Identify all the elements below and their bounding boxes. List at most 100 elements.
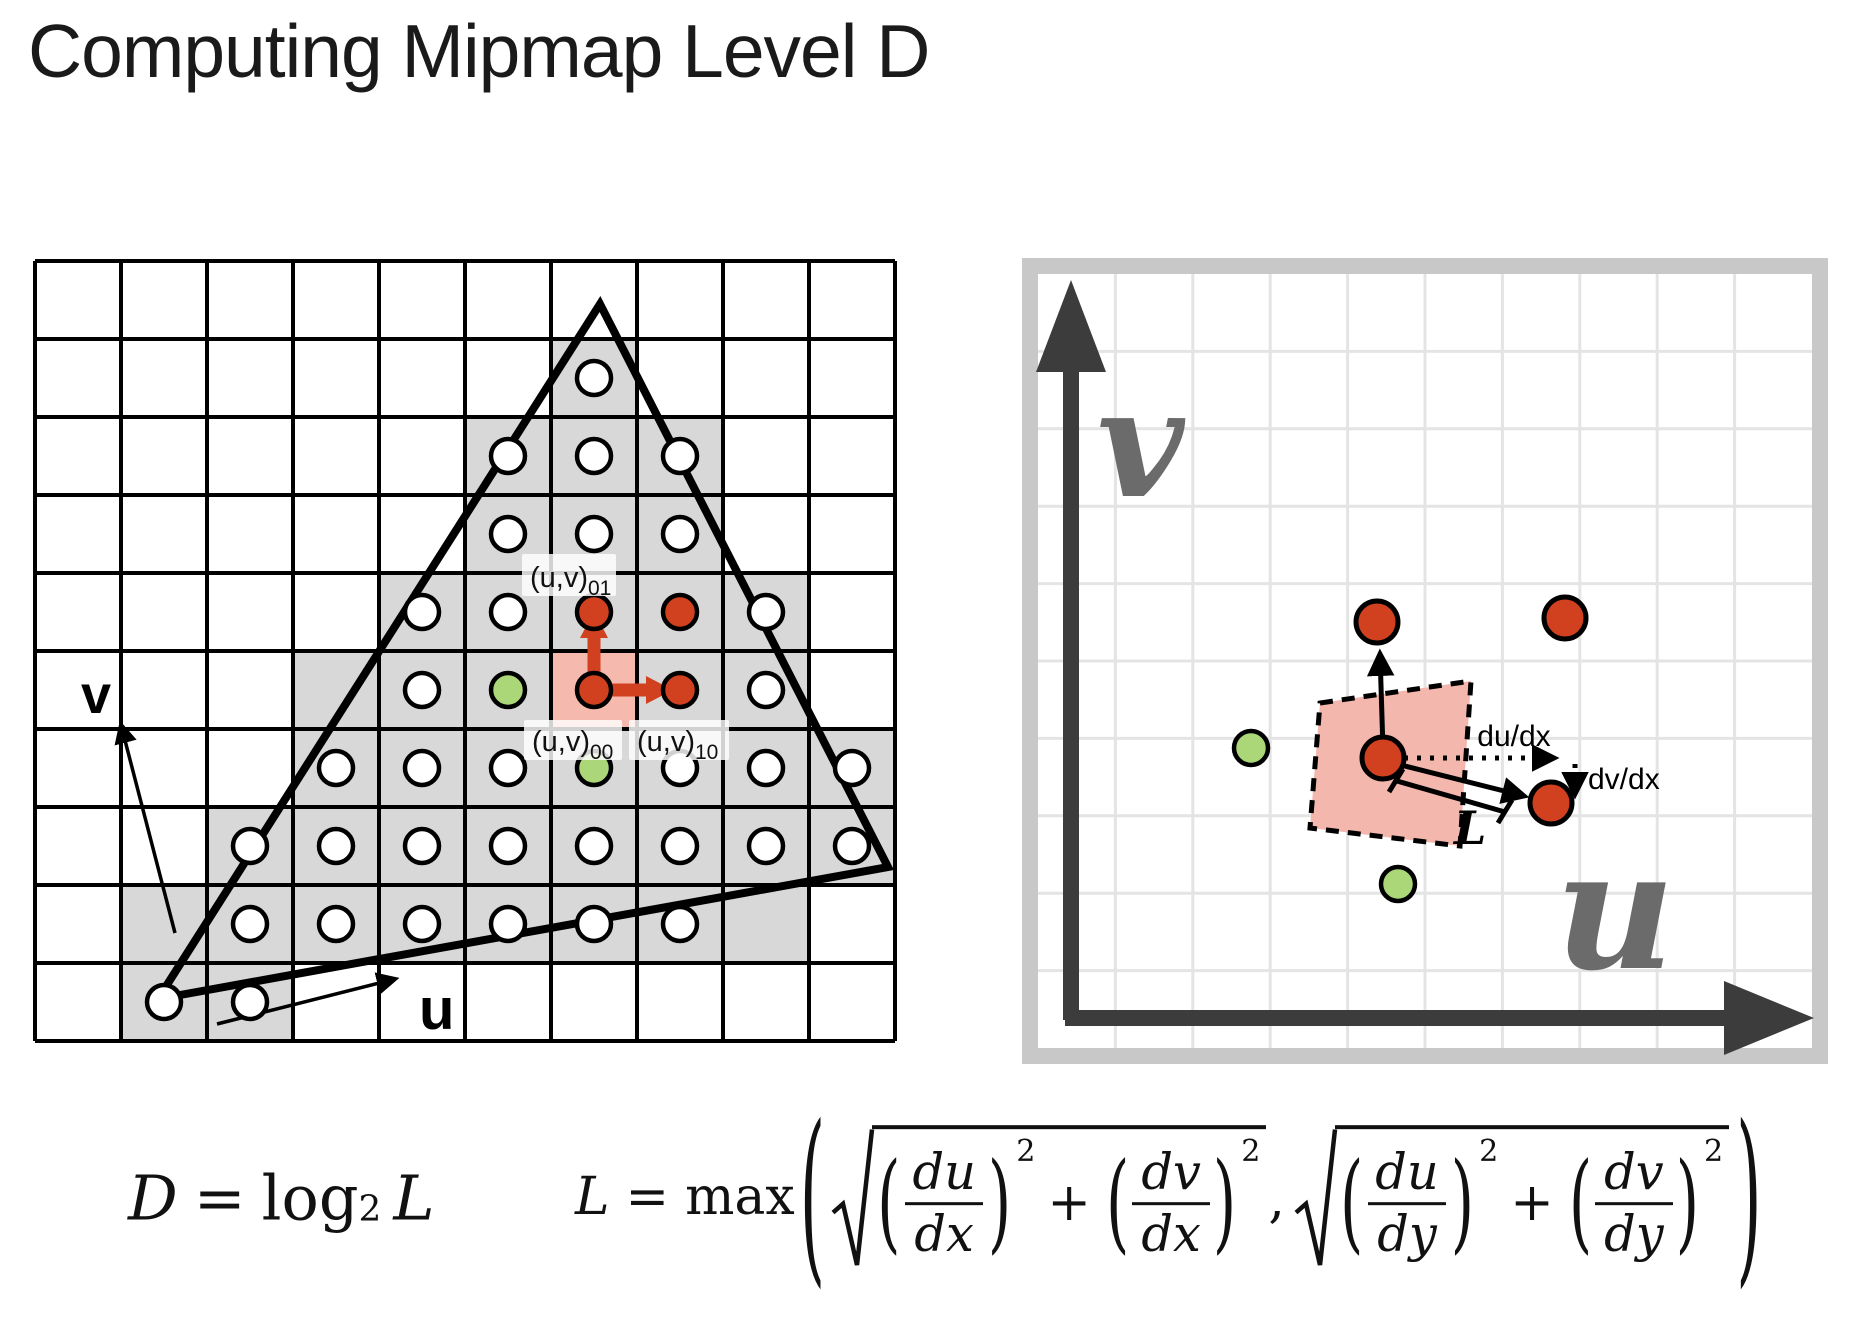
radicand: ( du dy ) 2 + ( dv dy xyxy=(1334,1124,1730,1271)
white-sample-dot xyxy=(488,436,528,476)
white-sample-dot xyxy=(144,982,184,1022)
u-axis-head xyxy=(1724,981,1814,1055)
red-texel-dot xyxy=(1541,594,1589,642)
paren: ) xyxy=(1450,1140,1475,1267)
white-sample-dot xyxy=(746,670,786,710)
white-sample-dot xyxy=(574,826,614,866)
white-sample-dot xyxy=(488,592,528,632)
uv-labels: (u,v)01 (u,v)00 (u,v)10 xyxy=(522,554,729,764)
red-sample-dot xyxy=(660,592,700,632)
red-sample-dot xyxy=(660,670,700,710)
green-texel-dot xyxy=(1378,864,1418,904)
radicand: ( du dx ) 2 + ( dv dx xyxy=(872,1124,1267,1271)
close-paren: ) xyxy=(1736,1088,1762,1307)
white-sample-dot xyxy=(660,826,700,866)
white-sample-dot xyxy=(316,748,356,788)
radical-sign xyxy=(832,1125,872,1271)
log-base: 2 xyxy=(358,1187,382,1229)
uv00-label-box xyxy=(524,720,622,760)
comma: , xyxy=(1268,1170,1285,1231)
white-sample-dot xyxy=(316,826,356,866)
texel-dots xyxy=(1231,594,1589,904)
denominator: dx xyxy=(905,1202,983,1264)
exponent: 2 xyxy=(1241,1134,1261,1169)
pixel-grid-lines xyxy=(33,259,897,1043)
plus-sign: + xyxy=(1510,1173,1554,1234)
u-axis-label: u xyxy=(419,977,454,1042)
term-dvdy: ( dv dy ) 2 xyxy=(1566,1134,1723,1267)
derivative-labels: du/dx dv/dx L xyxy=(1452,720,1660,855)
uv10-label-box xyxy=(629,720,729,760)
max-fn: max xyxy=(685,1167,795,1228)
uv00-label: (u,v)00 xyxy=(532,726,613,764)
uv01-label: (u,v)01 xyxy=(530,562,611,600)
mip-level-formula: D = log 2 L xyxy=(128,1161,435,1234)
formula-L: L xyxy=(575,1167,610,1228)
formula-D: D xyxy=(128,1161,178,1234)
sqrt-term-y: ( du dy ) 2 + ( dv dy xyxy=(1295,1124,1730,1271)
arrow-to-uv10 xyxy=(1388,759,1530,804)
white-sample-dot xyxy=(316,904,356,944)
numerator: du xyxy=(1375,1142,1439,1201)
green-texel-dot xyxy=(1231,728,1271,768)
radical-sign xyxy=(1295,1125,1335,1271)
white-sample-dot xyxy=(402,904,442,944)
paren: ) xyxy=(987,1140,1012,1267)
plus-sign: + xyxy=(1047,1173,1091,1234)
L-label: L xyxy=(1452,801,1486,855)
white-sample-dot xyxy=(230,826,270,866)
footprint-length-formula: L = max ( ( du dx ) 2 xyxy=(575,1089,1767,1307)
dvdx-label: dv/dx xyxy=(1588,763,1660,796)
denominator: dy xyxy=(1368,1202,1446,1264)
white-sample-dot xyxy=(402,826,442,866)
white-sample-dot xyxy=(488,514,528,554)
arrow-to-uv01 xyxy=(1366,648,1395,751)
paren: ( xyxy=(877,1140,901,1267)
red-texel-dot xyxy=(1353,598,1401,646)
paren: ( xyxy=(1568,1140,1593,1267)
texture-space-diagram: v u du/dx dv/dx L xyxy=(1022,258,1828,1064)
red-sample-dot xyxy=(574,670,614,710)
white-sample-dot xyxy=(230,982,270,1022)
numerator: du xyxy=(912,1142,976,1201)
red-sample-dot xyxy=(574,592,614,632)
fraction-dvdy: dv dy xyxy=(1595,1143,1673,1265)
white-sample-dot xyxy=(574,904,614,944)
sample-dots xyxy=(144,358,872,1022)
exponent: 2 xyxy=(1016,1134,1036,1169)
white-sample-dot xyxy=(230,904,270,944)
denominator: dx xyxy=(1132,1202,1210,1264)
slide-title: Computing Mipmap Level D xyxy=(28,9,930,93)
screen-space-diagram: v u (u,v)01 (u,v)00 (u,v)10 xyxy=(33,259,897,1043)
L-tick-end xyxy=(1495,798,1515,825)
white-sample-dot xyxy=(574,514,614,554)
du-arrow-head xyxy=(646,676,673,704)
v-axis-head xyxy=(1036,280,1106,372)
dudx-label: du/dx xyxy=(1477,720,1550,753)
derivative-arrows xyxy=(1366,648,1589,825)
equals-sign: = xyxy=(193,1161,246,1234)
uv01-label-box xyxy=(522,554,616,596)
white-sample-dot xyxy=(660,436,700,476)
exponent: 2 xyxy=(1479,1134,1499,1169)
term-dudy: ( du dy ) 2 xyxy=(1337,1134,1498,1267)
formula-row: D = log 2 L L = max ( ( du dx xyxy=(0,1078,1873,1317)
white-sample-dot xyxy=(488,748,528,788)
white-sample-dot xyxy=(402,592,442,632)
white-sample-dot xyxy=(832,748,872,788)
equals-sign: = xyxy=(625,1167,670,1228)
exponent: 2 xyxy=(1704,1134,1724,1169)
white-sample-dot xyxy=(746,748,786,788)
white-sample-dot xyxy=(746,592,786,632)
texture-axes: v u xyxy=(1036,280,1814,1055)
white-sample-dot xyxy=(574,436,614,476)
u-axis-label: u xyxy=(1555,813,1675,1007)
white-sample-dot xyxy=(574,358,614,398)
uv10-label: (u,v)10 xyxy=(637,726,718,764)
open-paren: ( xyxy=(799,1088,826,1307)
white-sample-dot xyxy=(746,826,786,866)
denominator: dy xyxy=(1595,1202,1673,1264)
white-sample-dot xyxy=(488,826,528,866)
fraction-dudy: du dy xyxy=(1366,1143,1447,1265)
